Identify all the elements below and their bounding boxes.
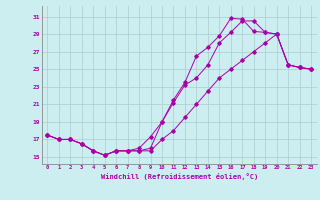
X-axis label: Windchill (Refroidissement éolien,°C): Windchill (Refroidissement éolien,°C) [100, 173, 258, 180]
